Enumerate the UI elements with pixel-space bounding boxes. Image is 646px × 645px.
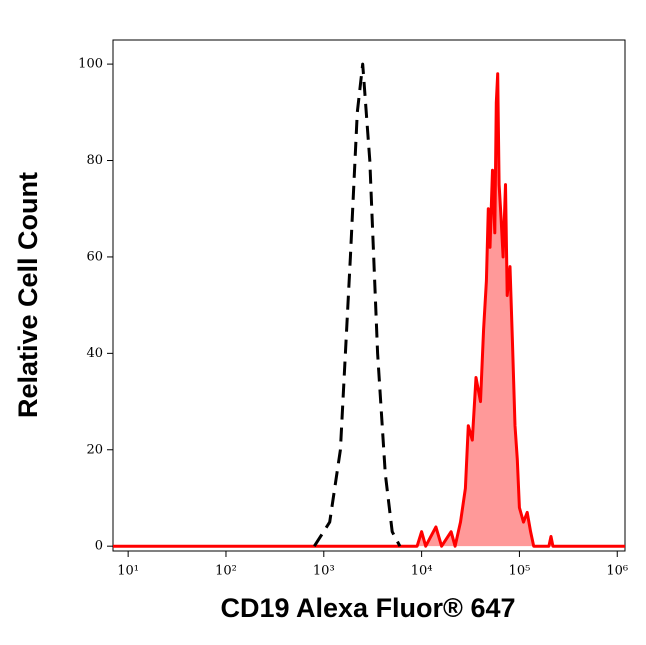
x-tick-label: 10⁴: [411, 564, 433, 579]
histogram-area: [113, 73, 625, 547]
plot-frame: [112, 39, 626, 552]
y-tick-label: 60: [86, 249, 103, 264]
y-tick-label: 20: [86, 442, 103, 457]
histogram-line: [313, 62, 402, 548]
y-tick-label: 100: [78, 57, 103, 72]
x-tick-label: 10³: [313, 564, 335, 579]
histogram-line: [113, 72, 625, 548]
x-tick-label: 10²: [215, 564, 237, 579]
x-axis-title: CD19 Alexa Fluor® 647: [220, 593, 515, 623]
y-tick-label: 0: [95, 539, 103, 554]
y-axis-title: Relative Cell Count: [13, 172, 43, 418]
x-tick-label: 10⁶: [606, 564, 628, 579]
y-tick-label: 80: [86, 153, 103, 168]
x-tick-label: 10¹: [117, 564, 139, 579]
x-tick-label: 10⁵: [509, 564, 531, 579]
y-tick-label: 40: [86, 346, 103, 361]
